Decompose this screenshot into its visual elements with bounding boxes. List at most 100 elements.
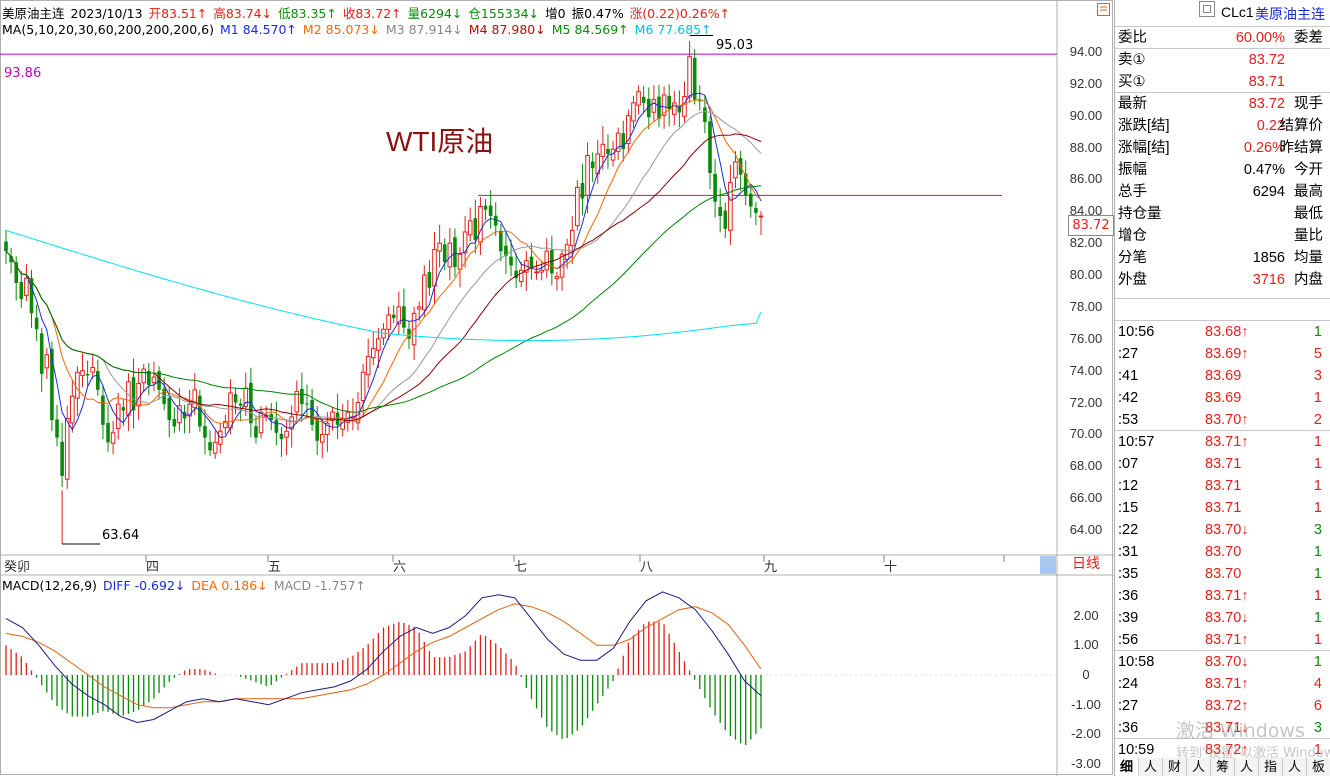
quote-value: 83.71: [1248, 74, 1285, 90]
candle-body-up: [355, 402, 361, 424]
price-tick: 94.00: [1069, 43, 1103, 59]
candle-body-down: [198, 395, 202, 427]
line2-5: M5 84.569↑: [551, 22, 629, 37]
tick-volume: 1: [1313, 632, 1322, 648]
candle-body-down: [310, 399, 314, 425]
tab-4[interactable]: 筹: [1211, 758, 1235, 776]
tick-row[interactable]: :42 83.69 1: [1115, 387, 1330, 409]
period-label[interactable]: 日线: [1072, 556, 1100, 572]
time-tick: 九: [764, 560, 778, 575]
tab-3[interactable]: 人: [1187, 758, 1211, 776]
candle-body-up: [671, 102, 677, 115]
row-separator: [1115, 92, 1330, 93]
candle-body-down: [713, 173, 717, 202]
tick-row[interactable]: :53 83.70↑ 2: [1115, 409, 1330, 431]
kline-chart-area[interactable]: 美原油主连 2023/10/13 开83.51↑ 高83.74↓ 低83.35↑ 收83.…: [0, 0, 1114, 776]
contract-name[interactable]: 美原油主连: [1255, 6, 1325, 22]
candle-body-up: [110, 432, 116, 444]
quote-row: 分笔 1856 均量: [1115, 247, 1330, 269]
tick-row[interactable]: :39 83.70↓ 1: [1115, 607, 1330, 629]
candle-body-up: [90, 366, 96, 373]
candle-body-down: [509, 256, 513, 266]
candle-body-up: [192, 389, 198, 409]
tick-price: 83.71↑: [1205, 434, 1249, 450]
tick-row[interactable]: :12 83.71 1: [1115, 475, 1330, 497]
tick-volume: 1: [1313, 324, 1322, 340]
tick-price: 83.71: [1205, 478, 1242, 494]
candle-body-down: [442, 244, 447, 263]
tick-row[interactable]: :41 83.69 3: [1115, 365, 1330, 387]
tick-row[interactable]: 10:56 83.68↑ 1: [1115, 321, 1330, 343]
candle-body-down: [407, 328, 411, 339]
price-tick: 72.00: [1069, 394, 1103, 410]
tab-2[interactable]: 财: [1163, 758, 1187, 776]
tick-time: :22: [1118, 522, 1139, 538]
tick-row[interactable]: :15 83.71 1: [1115, 497, 1330, 519]
candle-body-down: [167, 397, 172, 421]
candle-body-down: [14, 262, 19, 283]
ma200-line: [5, 229, 762, 342]
tab-1[interactable]: 人: [1139, 758, 1163, 776]
window-toggle-icon[interactable]: [1199, 1, 1215, 17]
low-annotation: 63.64: [102, 528, 140, 543]
line1-1: 2023/10/13: [70, 6, 143, 21]
tick-row[interactable]: :36 83.71↑ 1: [1115, 585, 1330, 607]
tick-row[interactable]: :36 83.71↓ 3: [1115, 717, 1330, 739]
kline-svg[interactable]: [0, 0, 1114, 776]
ma30-line: [5, 133, 762, 422]
scroll-thumb[interactable]: [1040, 556, 1056, 574]
quote-label: 分笔: [1118, 250, 1147, 266]
candle-body-up: [661, 94, 667, 116]
tick-time: :56: [1118, 632, 1139, 648]
tick-row[interactable]: 10:59 83.72↑ 1: [1115, 739, 1330, 761]
candle-body-up: [289, 416, 294, 430]
tick-row[interactable]: :56 83.71↑ 1: [1115, 629, 1330, 651]
tick-row[interactable]: :27 83.69↑ 5: [1115, 343, 1330, 365]
candle-body-down: [708, 121, 712, 174]
tab-6[interactable]: 指: [1259, 758, 1283, 776]
quote-value: 3716: [1252, 272, 1285, 288]
candle-body-up: [177, 405, 182, 424]
tick-row[interactable]: :27 83.72↑ 6: [1115, 695, 1330, 717]
price-tick: 92.00: [1069, 75, 1103, 91]
macd-2: DEA 0.186↓: [191, 578, 268, 593]
tick-row[interactable]: :22 83.70↓ 3: [1115, 519, 1330, 541]
quote-panel: CLc1 美原油主连 委比 60.00% 委差 卖① 83.72 买① 83.71 最新 83.…: [1114, 0, 1330, 776]
price-tick: 68.00: [1069, 458, 1103, 474]
time-tick: 十: [884, 560, 898, 575]
tab-5[interactable]: 人: [1235, 758, 1259, 776]
tick-row[interactable]: 10:58 83.70↓ 1: [1115, 651, 1330, 673]
candle-body-down: [39, 333, 44, 374]
quote-label: 涨幅[结]: [1118, 140, 1170, 156]
tab-0[interactable]: 细: [1115, 758, 1139, 776]
candle-body-down: [488, 205, 493, 217]
candle-body-down: [667, 95, 671, 110]
candle-body-up: [636, 91, 641, 106]
tick-row[interactable]: :31 83.70 1: [1115, 541, 1330, 563]
candle-body-down: [85, 374, 90, 376]
tick-price: 83.70↓: [1205, 654, 1249, 670]
quote-right-label: 委差: [1294, 30, 1323, 46]
tab-8[interactable]: 板: [1307, 758, 1330, 776]
tick-volume: 1: [1313, 742, 1322, 758]
contract-code: CLc1: [1221, 4, 1254, 20]
tick-volume: 1: [1313, 588, 1322, 604]
candle-body-up: [682, 96, 687, 117]
tab-7[interactable]: 人: [1283, 758, 1307, 776]
candle-body-up: [422, 274, 427, 311]
line1-5: 收83.72↑: [342, 6, 402, 21]
chart-menu-icon: [1097, 3, 1110, 16]
minute-separator: [1115, 738, 1330, 739]
tick-time: 10:56: [1118, 324, 1155, 340]
tick-row[interactable]: 10:57 83.71↑ 1: [1115, 431, 1330, 453]
tick-row[interactable]: :35 83.70 1: [1115, 563, 1330, 585]
candle-body-up: [518, 269, 524, 282]
tick-row[interactable]: :24 83.71↑ 4: [1115, 673, 1330, 695]
candle-body-up: [345, 411, 351, 423]
tick-row[interactable]: :07 83.71 1: [1115, 453, 1330, 475]
macd-tick: 0: [1082, 667, 1090, 682]
quote-value: 1856: [1252, 250, 1285, 266]
last-price-tag: 83.72: [1068, 215, 1114, 236]
candle-body-down: [580, 183, 585, 199]
tick-volume: 3: [1313, 522, 1322, 538]
